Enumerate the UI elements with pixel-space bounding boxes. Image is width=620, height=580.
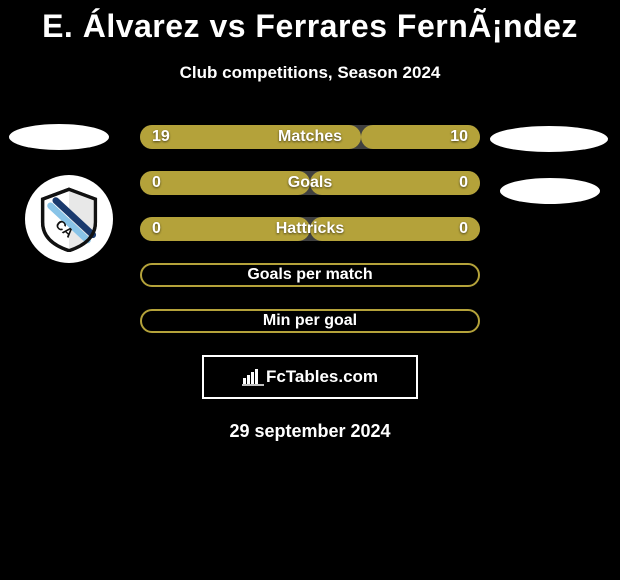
shield-icon: CA [36,186,102,252]
stat-label: Matches [140,125,480,149]
stats-container: 19 10 Matches 0 0 Goals 0 0 Hattricks Go… [140,125,480,399]
player-photo-placeholder-right-2 [500,178,600,204]
stat-row-mpg: Min per goal [140,309,480,333]
page-subtitle: Club competitions, Season 2024 [0,63,620,83]
bar-chart-icon [242,368,264,386]
stat-row-hattricks: 0 0 Hattricks [140,217,480,241]
stat-label: Hattricks [140,217,480,241]
attribution: FcTables.com [242,367,378,387]
attribution-box: FcTables.com [202,355,418,399]
stat-row-gpm: Goals per match [140,263,480,287]
player-photo-placeholder-right-1 [490,126,608,152]
club-badge-cerro: CA [25,175,113,263]
stat-label: Goals [140,171,480,195]
stat-label: Goals per match [142,265,478,285]
stat-label: Min per goal [142,311,478,331]
date-text: 29 september 2024 [0,421,620,442]
page-title: E. Álvarez vs Ferrares FernÃ¡ndez [0,0,620,45]
stat-row-matches: 19 10 Matches [140,125,480,149]
attribution-text: FcTables.com [266,367,378,387]
stat-row-goals: 0 0 Goals [140,171,480,195]
player-photo-placeholder-left [9,124,109,150]
